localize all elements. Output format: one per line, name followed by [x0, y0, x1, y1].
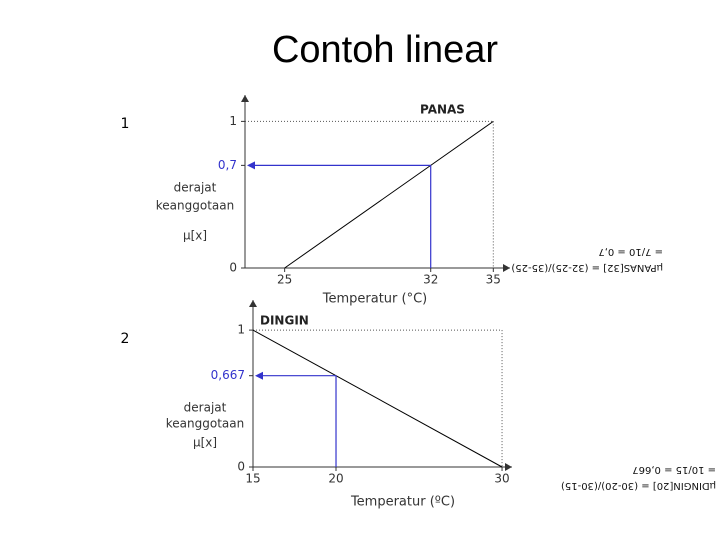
slide-title: Contoh linear [272, 29, 498, 71]
chart-number: 1 [121, 116, 130, 132]
x-axis-arrow [505, 463, 512, 471]
y-tick-label: 0,7 [218, 158, 237, 172]
x-tick-label: 20 [328, 472, 343, 486]
y-axis-label: derajat [184, 401, 227, 415]
y-tick-label: 1 [229, 114, 237, 128]
formula-line: μDINGIN[20] = (30-20)/(30-15) [561, 480, 716, 491]
y-axis-label: μ[x] [193, 436, 217, 450]
formula: μDINGIN[20] = (30-20)/(30-15) = 10/15 = 0… [561, 464, 716, 491]
chart-number: 2 [121, 331, 130, 347]
y-axis-label: μ[x] [183, 229, 207, 243]
value-guide-arrow [247, 161, 255, 170]
y-axis-label: keanggotaan [166, 417, 244, 431]
formula: μPANAS[32] = (32-25)/(35-25) = 7/10 = 0,7 [511, 246, 663, 273]
y-tick-label: 0 [229, 261, 237, 275]
x-tick-label: 25 [277, 273, 292, 287]
y-axis-label: keanggotaan [156, 199, 234, 213]
y-tick-label: 0,667 [211, 368, 245, 382]
y-tick-label: 1 [237, 323, 245, 337]
series-title: DINGIN [260, 314, 309, 328]
value-guide-arrow [255, 371, 263, 380]
y-axis-label: derajat [174, 181, 217, 195]
x-tick-label: 30 [494, 472, 509, 486]
x-tick-label: 15 [245, 472, 260, 486]
x-axis-label: Temperatur (ºC) [350, 495, 455, 510]
series-title: PANAS [420, 103, 465, 117]
y-tick-label: 0 [237, 460, 245, 474]
formula-line: = 10/15 = 0,667 [632, 464, 716, 475]
y-axis-arrow [241, 95, 249, 102]
y-axis-arrow [249, 300, 257, 307]
formula-line: μPANAS[32] = (32-25)/(35-25) [511, 262, 663, 273]
x-tick-label: 32 [423, 273, 438, 287]
x-tick-label: 35 [486, 273, 501, 287]
formula-line: = 7/10 = 0,7 [598, 246, 663, 257]
x-axis-label: Temperatur (°C) [322, 292, 428, 307]
x-axis-arrow [503, 264, 510, 272]
